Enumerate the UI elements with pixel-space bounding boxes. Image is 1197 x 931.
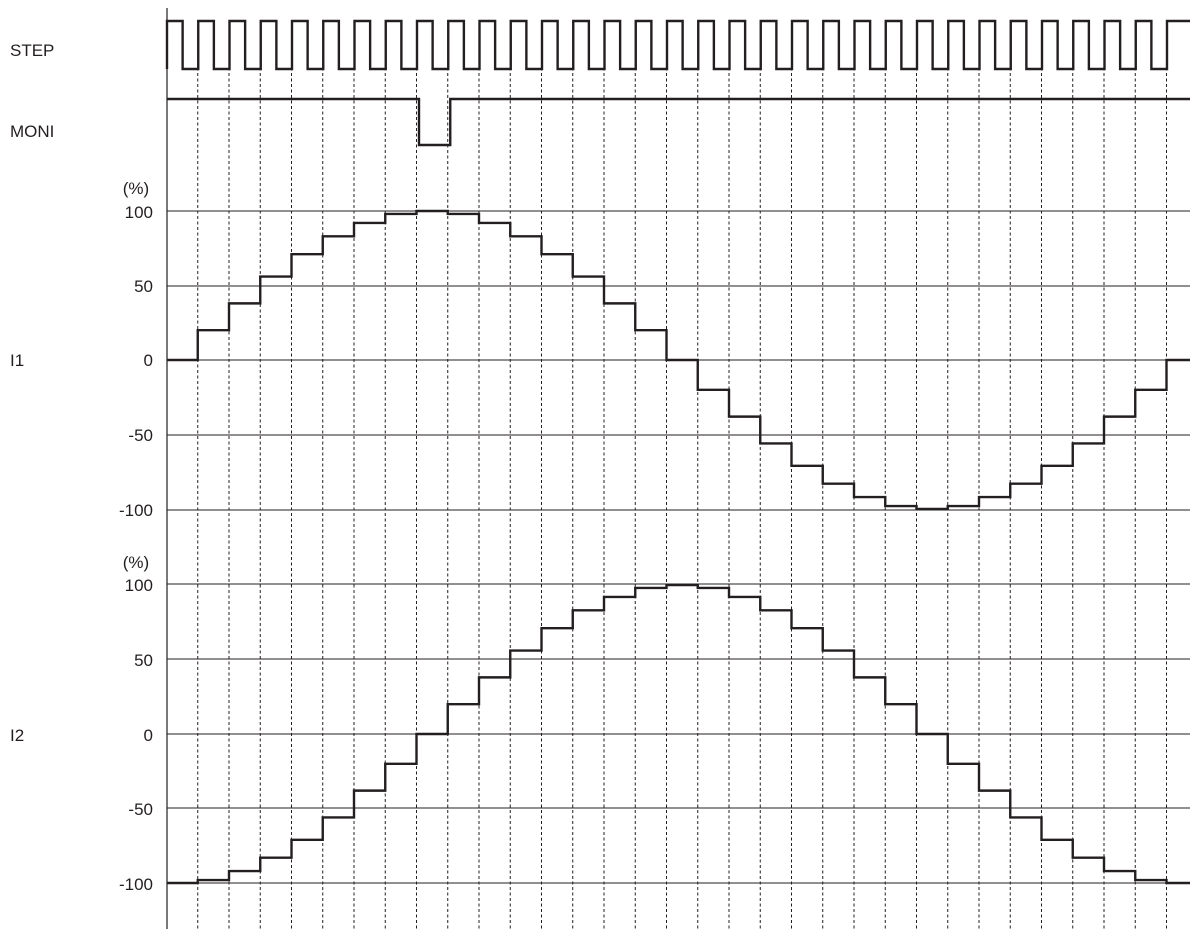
i2-grid-lines [167,583,1190,884]
i1-tick-label: 0 [144,351,153,370]
step-signal-label: STEP [10,41,54,60]
i2-tick-label: 50 [134,651,153,670]
i1-tick-label: -50 [128,426,153,445]
moni-waveform [167,97,1190,147]
i2-tick-label: 0 [144,726,153,745]
step-waveform [165,19,1190,71]
moni-signal-label: MONI [10,122,54,141]
i1-grid-lines [167,210,1190,511]
i2-signal-label: I2 [10,726,24,745]
i1-signal-label: I1 [10,351,24,370]
i2-tick-label: -50 [128,800,153,819]
i1-tick-label: 100 [125,203,153,222]
i1-tick-label: 50 [134,277,153,296]
i2-tick-label: -100 [119,875,153,894]
i2-tick-label: 100 [125,576,153,595]
i2-waveform [167,583,1190,885]
i1-unit-label: (%) [123,179,149,198]
i2-y-tick-labels: 100 50 0 -50 -100 [119,576,153,894]
i2-unit-label: (%) [123,553,149,572]
i1-tick-label: -100 [119,501,153,520]
i1-y-tick-labels: 100 50 0 -50 -100 [119,203,153,520]
i1-waveform [167,209,1190,511]
vertical-grid-lines [197,62,1167,929]
